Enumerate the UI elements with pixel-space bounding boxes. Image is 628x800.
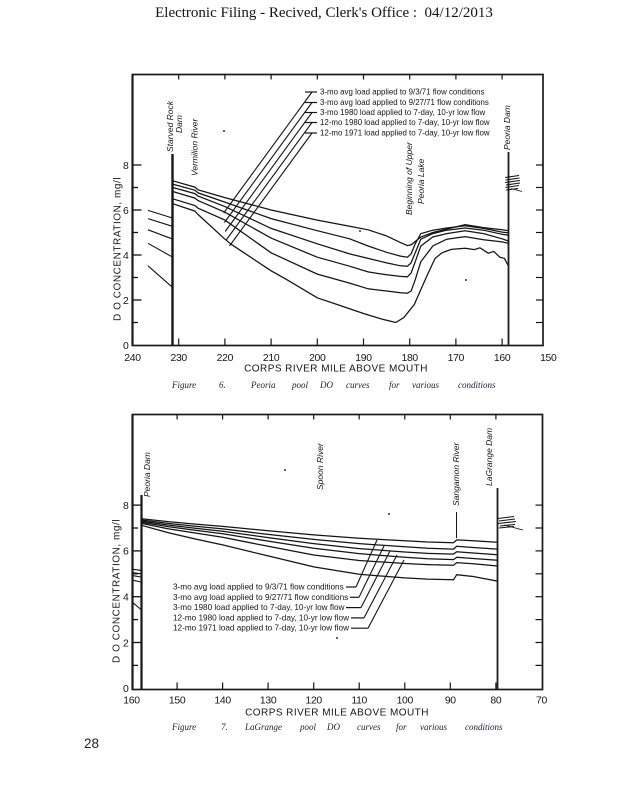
svg-text:3-mo 1980 load applied to 7-da: 3-mo 1980 load applied to 7-day, 10-yr l…	[173, 603, 345, 612]
svg-text:6.: 6.	[219, 380, 226, 390]
svg-text:160: 160	[494, 353, 511, 364]
svg-text:LaGrange Dam: LaGrange Dam	[484, 428, 494, 486]
svg-text:12-mo 1980 load applied to 7-d: 12-mo 1980 load applied to 7-day, 10-yr …	[173, 613, 349, 622]
svg-text:190: 190	[355, 353, 372, 364]
svg-text:110: 110	[351, 696, 367, 707]
svg-text:200: 200	[309, 353, 326, 364]
svg-text:12-mo 1971 load applied to 7-d: 12-mo 1971 load applied to 7-day, 10-yr …	[173, 624, 349, 633]
svg-text:curves: curves	[357, 722, 381, 732]
svg-text:DO: DO	[319, 380, 333, 390]
svg-text:D O CONCENTRATION, mg/l: D O CONCENTRATION, mg/l	[113, 177, 124, 321]
svg-text:for: for	[389, 380, 400, 390]
svg-text:curves: curves	[346, 380, 370, 390]
svg-text:3-mo avg load applied to 9/3/7: 3-mo avg load applied to 9/3/71 flow con…	[320, 88, 485, 97]
svg-text:220: 220	[217, 353, 234, 364]
svg-text:100: 100	[397, 696, 414, 707]
svg-text:150: 150	[169, 696, 186, 707]
svg-text:Vermilion River: Vermilion River	[190, 118, 200, 176]
svg-text:pool: pool	[291, 380, 309, 390]
svg-text:28: 28	[84, 736, 99, 751]
svg-text:D O CONCENTRATION, mg/l: D O CONCENTRATION, mg/l	[112, 519, 123, 663]
svg-text:80: 80	[490, 696, 501, 707]
svg-text:8: 8	[123, 161, 129, 172]
svg-text:3-mo 1980 load applied to 7-da: 3-mo 1980 load applied to 7-day, 10-yr l…	[320, 108, 486, 117]
svg-text:Beginning of Upper: Beginning of Upper	[404, 141, 414, 215]
svg-text:12-mo 1971 load applied to 7-d: 12-mo 1971 load applied to 7-day, 10-yr …	[320, 129, 490, 138]
svg-text:Peoria Dam: Peoria Dam	[142, 452, 152, 497]
svg-text:various: various	[420, 722, 447, 732]
svg-text:Peoria: Peoria	[250, 380, 276, 390]
svg-text:90: 90	[445, 696, 456, 707]
svg-text:2: 2	[123, 296, 129, 307]
svg-text:240: 240	[124, 353, 141, 364]
svg-text:various: various	[412, 380, 439, 390]
svg-text:DO: DO	[326, 722, 340, 732]
svg-text:6: 6	[123, 206, 129, 217]
svg-text:0: 0	[123, 684, 129, 695]
svg-text:70: 70	[536, 696, 547, 707]
svg-text:4: 4	[123, 593, 129, 604]
svg-text:conditions: conditions	[465, 722, 503, 732]
svg-text:3-mo avg load applied to 9/3/7: 3-mo avg load applied to 9/3/71 flow con…	[173, 583, 344, 592]
svg-text:Electronic Filing - Recived, C: Electronic Filing - Recived, Clerk's Off…	[155, 5, 493, 21]
svg-text:7.: 7.	[221, 722, 228, 732]
svg-text:6: 6	[123, 547, 129, 558]
svg-text:conditions: conditions	[458, 380, 496, 390]
svg-text:160: 160	[123, 696, 140, 707]
svg-text:CORPS RIVER MILE ABOVE MOUTH: CORPS RIVER MILE ABOVE MOUTH	[244, 364, 428, 375]
svg-text:230: 230	[170, 353, 187, 364]
svg-text:120: 120	[305, 696, 322, 707]
svg-text:8: 8	[123, 501, 129, 512]
svg-text:CORPS RIVER MILE ABOVE MOUTH: CORPS RIVER MILE ABOVE MOUTH	[245, 708, 429, 719]
svg-text:150: 150	[540, 353, 557, 364]
svg-text:for: for	[396, 722, 407, 732]
svg-text:12-mo 1980 load applied to 7-d: 12-mo 1980 load applied to 7-day, 10-yr …	[320, 118, 490, 127]
svg-text:Peoria Dam: Peoria Dam	[502, 105, 512, 150]
svg-text:LaGrange: LaGrange	[244, 722, 282, 732]
svg-text:3-mo avg load applied to 9/27/: 3-mo avg load applied to 9/27/71 flow co…	[173, 593, 348, 602]
svg-text:Dam: Dam	[174, 115, 184, 133]
svg-text:170: 170	[448, 353, 465, 364]
svg-text:3-mo avg load applied to 9/27/: 3-mo avg load applied to 9/27/71 flow co…	[320, 98, 489, 107]
svg-text:0: 0	[123, 341, 129, 352]
svg-text:210: 210	[263, 353, 280, 364]
svg-text:Peoria Lake: Peoria Lake	[416, 158, 426, 204]
svg-text:140: 140	[214, 696, 231, 707]
svg-text:180: 180	[401, 353, 418, 364]
svg-text:Figure: Figure	[171, 722, 196, 732]
svg-text:4: 4	[123, 251, 129, 262]
svg-text:2: 2	[123, 638, 129, 649]
svg-text:Figure: Figure	[171, 380, 196, 390]
svg-text:Spoon River: Spoon River	[315, 442, 325, 490]
svg-text:130: 130	[260, 696, 277, 707]
svg-text:Sangamon River: Sangamon River	[451, 442, 461, 506]
svg-text:pool: pool	[299, 722, 317, 732]
svg-text:Starved Rock: Starved Rock	[165, 100, 175, 152]
